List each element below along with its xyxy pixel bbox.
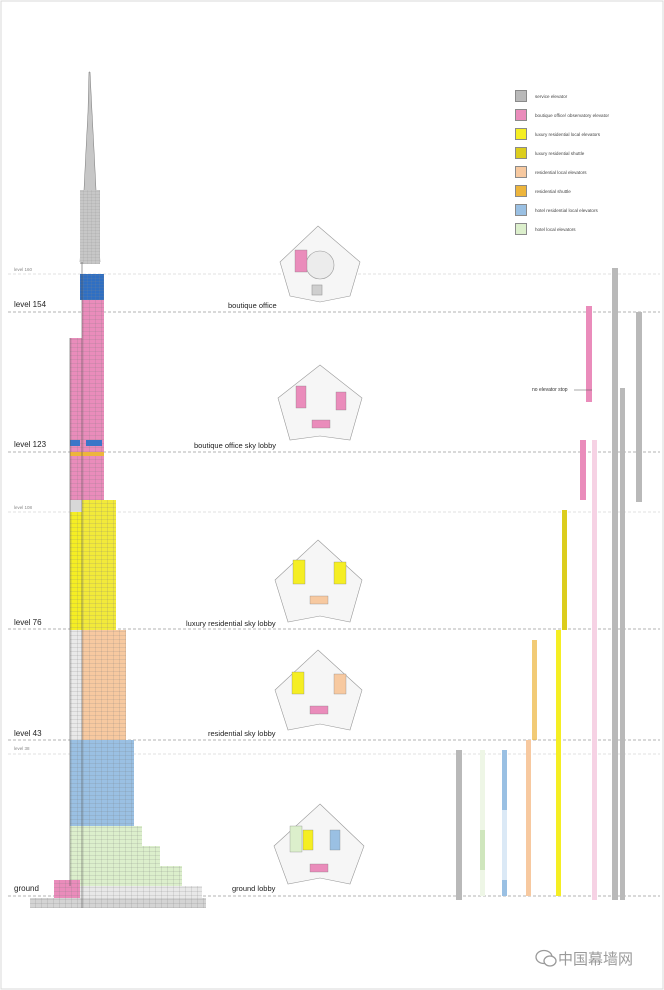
wechat-icon — [535, 949, 557, 967]
legend-item-hotel-local: hotel local elevators — [515, 222, 576, 236]
shaft-hotel-local — [480, 750, 485, 896]
legend-swatch — [515, 166, 527, 178]
legend-label: luxury residential local elevators — [535, 131, 601, 137]
level-label-123: level 123 — [14, 440, 47, 449]
shaft-luxury-local — [556, 630, 561, 896]
floor-plan-ground-lobby — [273, 803, 365, 885]
lobby-label-ground-lobby: ground lobby — [232, 884, 276, 893]
shaft-boutique-b — [586, 306, 592, 402]
legend-swatch — [515, 147, 527, 159]
level-label-76: level 76 — [14, 618, 42, 627]
legend-item-boutique-office: boutique office/ observatory elevator — [515, 108, 609, 122]
legend-swatch — [515, 90, 527, 102]
legend-label: service elevator — [535, 93, 568, 99]
level-label-154: level 154 — [14, 300, 47, 309]
watermark: 中国幕墙网 — [530, 948, 633, 969]
legend-label: luxury residential shuttle — [535, 150, 585, 156]
floor-plan-luxury-residential — [274, 539, 363, 623]
legend-swatch — [515, 109, 527, 121]
tower-section — [30, 71, 206, 908]
legend-label: hotel residential local elevators — [535, 207, 598, 213]
floor-plan-boutique-office — [279, 225, 361, 303]
lobby-label-boutique-sky-lobby: boutique office sky lobby — [194, 441, 276, 450]
floor-plans — [273, 225, 365, 885]
floor-plan-residential — [274, 649, 363, 731]
legend-label: residential local elevators — [535, 169, 587, 175]
shaft-residential-shuttle — [532, 640, 537, 740]
elevator-shafts — [456, 268, 642, 900]
legend-item-luxury-local: luxury residential local elevators — [515, 127, 600, 141]
shaft-boutique-a — [580, 440, 586, 500]
legend-item-residential-local: residential local elevators — [515, 165, 587, 179]
shaft-service-b — [620, 388, 625, 900]
legend-item-residential-shuttle: residential shuttle — [515, 184, 571, 198]
legend-swatch — [515, 223, 527, 235]
annotation-no-elevator-stop: no elevator stop — [532, 387, 568, 393]
level-label-160: level 160 — [14, 267, 33, 272]
lobby-label-residential-sky-lobby: residential sky lobby — [208, 729, 276, 738]
legend-item-service-elevator: service elevator — [515, 89, 567, 103]
lobby-label-luxury-sky-lobby: luxury residential sky lobby — [186, 619, 276, 628]
legend-label: residential shuttle — [535, 188, 571, 194]
level-label-38: level 38 — [14, 746, 30, 751]
legend-swatch — [515, 128, 527, 140]
shaft-boutique-long — [592, 440, 597, 900]
level-label-108: level 108 — [14, 505, 33, 510]
floor-plan-sky-lobby-123 — [277, 364, 363, 441]
watermark-text: 中国幕墙网 — [558, 950, 634, 968]
legend-swatch — [515, 185, 527, 197]
legend-item-luxury-shuttle: luxury residential shuttle — [515, 146, 584, 160]
shaft-service-low — [456, 750, 462, 900]
shaft-service-c — [636, 312, 642, 502]
legend-label: boutique office/ observatory elevator — [535, 112, 609, 118]
shaft-residential-local — [526, 740, 531, 896]
level-label-43: level 43 — [14, 729, 42, 738]
shaft-service-main — [612, 268, 618, 900]
legend-item-hotel-residential: hotel residential local elevators — [515, 203, 598, 217]
level-label-ground: ground — [14, 884, 39, 893]
shaft-luxury-shuttle — [562, 510, 567, 630]
lobby-label-boutique-office: boutique office — [228, 301, 277, 310]
legend-label: hotel local elevators — [535, 226, 576, 232]
legend-swatch — [515, 204, 527, 216]
